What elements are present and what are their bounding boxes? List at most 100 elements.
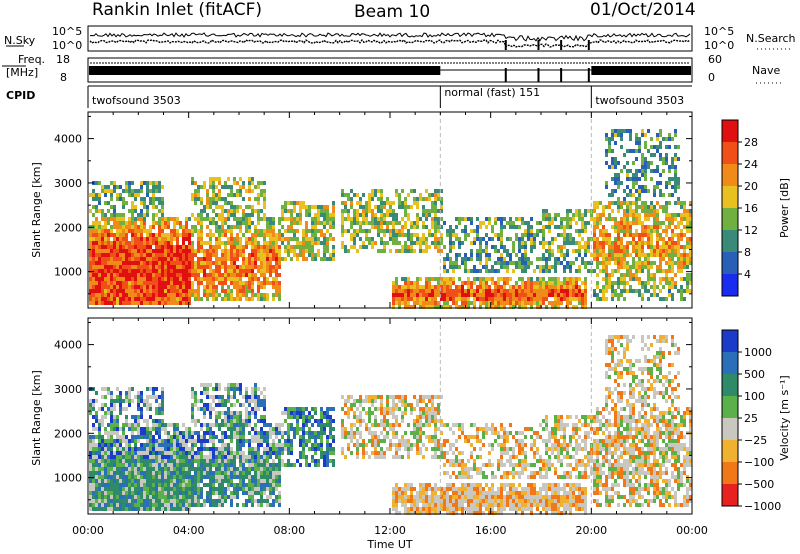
heatmap-cell [89, 403, 92, 407]
heatmap-cell [128, 463, 131, 467]
heatmap-cell [215, 297, 218, 301]
heatmap-cell [218, 383, 221, 387]
heatmap-cell [164, 475, 167, 479]
heatmap-cell [269, 225, 272, 229]
heatmap-cell [653, 205, 656, 209]
heatmap-cell [173, 467, 176, 471]
heatmap-cell [410, 225, 413, 229]
heatmap-cell [284, 217, 287, 221]
heatmap-cell [233, 391, 236, 395]
heatmap-cell [191, 181, 194, 185]
heatmap-cell [161, 185, 164, 189]
heatmap-cell [245, 269, 248, 273]
heatmap-cell [122, 253, 125, 257]
heatmap-cell [467, 281, 470, 285]
heatmap-cell [167, 483, 170, 487]
heatmap-cell [653, 221, 656, 225]
heatmap-cell [359, 229, 362, 233]
heatmap-cell [305, 233, 308, 237]
heatmap-cell [425, 277, 428, 281]
heatmap-cell [491, 245, 494, 249]
heatmap-cell [677, 213, 680, 217]
heatmap-cell [122, 277, 125, 281]
heatmap-cell [194, 399, 197, 403]
heatmap-cell [227, 411, 230, 415]
heatmap-cell [464, 297, 467, 301]
heatmap-cell [683, 245, 686, 249]
heatmap-cell [137, 229, 140, 233]
heatmap-cell [194, 459, 197, 463]
heatmap-cell [413, 305, 416, 309]
heatmap-cell [554, 265, 557, 269]
heatmap-cell [125, 297, 128, 301]
heatmap-cell [491, 225, 494, 229]
heatmap-cell [398, 197, 401, 201]
heatmap-cell [470, 301, 473, 305]
heatmap-cell [539, 265, 542, 269]
heatmap-cell [548, 213, 551, 217]
heatmap-cell [503, 285, 506, 289]
heatmap-cell [224, 297, 227, 301]
heatmap-cell [218, 411, 221, 415]
heatmap-cell [185, 507, 188, 511]
heatmap-cell [155, 257, 158, 261]
heatmap-cell [557, 213, 560, 217]
heatmap-cell [104, 443, 107, 447]
heatmap-cell [158, 499, 161, 503]
heatmap-cell [242, 423, 245, 427]
heatmap-cell [146, 483, 149, 487]
heatmap-cell [182, 451, 185, 455]
heatmap-cell [311, 233, 314, 237]
heatmap-cell [662, 277, 665, 281]
heatmap-cell [599, 249, 602, 253]
heatmap-cell [116, 447, 119, 451]
heatmap-cell [167, 301, 170, 305]
heatmap-cell [137, 403, 140, 407]
heatmap-cell [347, 209, 350, 213]
heatmap-cell [341, 213, 344, 217]
heatmap-cell [215, 435, 218, 439]
heatmap-cell [143, 213, 146, 217]
heatmap-cell [449, 261, 452, 265]
heatmap-cell [308, 245, 311, 249]
heatmap-cell [125, 451, 128, 455]
heatmap-cell [608, 285, 611, 289]
heatmap-cell [191, 193, 194, 197]
heatmap-cell [158, 217, 161, 221]
heatmap-cell [110, 415, 113, 419]
heatmap-cell [122, 479, 125, 483]
heatmap-cell [188, 273, 191, 277]
heatmap-cell [407, 249, 410, 253]
heatmap-cell [611, 161, 614, 165]
heatmap-cell [254, 265, 257, 269]
heatmap-cell [407, 285, 410, 289]
heatmap-cell [431, 277, 434, 281]
heatmap-cell [530, 305, 533, 309]
heatmap-cell [572, 213, 575, 217]
heatmap-cell [98, 451, 101, 455]
heatmap-cell [167, 507, 170, 511]
heatmap-cell [107, 471, 110, 475]
heatmap-cell [134, 269, 137, 273]
heatmap-cell [161, 253, 164, 257]
heatmap-cell [353, 213, 356, 217]
heatmap-cell [329, 225, 332, 229]
heatmap-cell [500, 301, 503, 305]
heatmap-cell [182, 249, 185, 253]
heatmap-cell [575, 293, 578, 297]
heatmap-cell [155, 285, 158, 289]
heatmap-cell [569, 237, 572, 241]
heatmap-cell [488, 297, 491, 301]
heatmap-cell [653, 213, 656, 217]
heatmap-cell [218, 193, 221, 197]
heatmap-cell [509, 221, 512, 225]
heatmap-cell [584, 265, 587, 269]
heatmap-cell [578, 241, 581, 245]
heatmap-cell [194, 225, 197, 229]
heatmap-cell [659, 237, 662, 241]
heatmap-cell [656, 181, 659, 185]
heatmap-cell [236, 225, 239, 229]
heatmap-cell [167, 293, 170, 297]
heatmap-cell [479, 281, 482, 285]
heatmap-cell [110, 471, 113, 475]
